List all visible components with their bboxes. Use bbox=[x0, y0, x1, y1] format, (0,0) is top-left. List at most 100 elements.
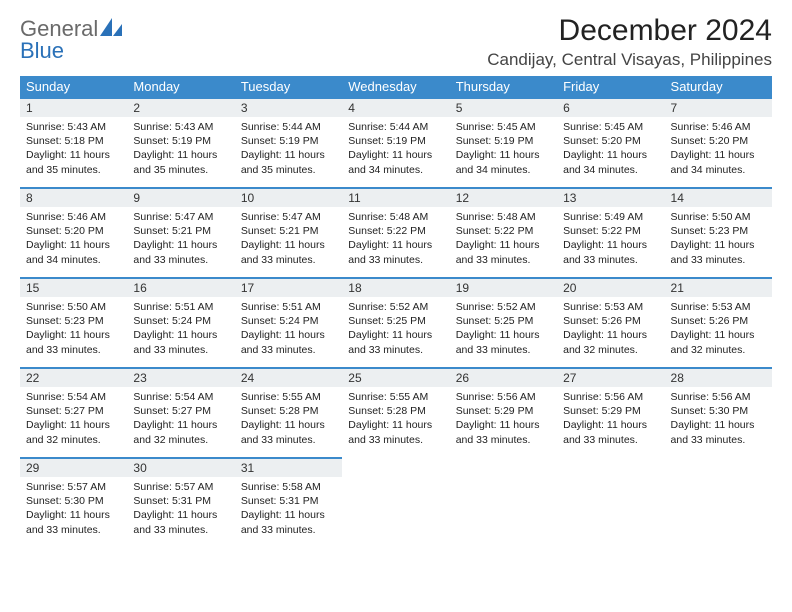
day-number: 27 bbox=[557, 369, 664, 387]
day-details: Sunrise: 5:50 AMSunset: 5:23 PMDaylight:… bbox=[665, 207, 772, 277]
day-number: 2 bbox=[127, 99, 234, 117]
logo-word2: Blue bbox=[20, 38, 64, 63]
day-number: 31 bbox=[235, 459, 342, 477]
week-row: 15Sunrise: 5:50 AMSunset: 5:23 PMDayligh… bbox=[20, 278, 772, 368]
day-details: Sunrise: 5:53 AMSunset: 5:26 PMDaylight:… bbox=[665, 297, 772, 367]
day-number: 6 bbox=[557, 99, 664, 117]
weekday-saturday: Saturday bbox=[665, 76, 772, 98]
page-title: December 2024 bbox=[487, 14, 772, 48]
day-number: 21 bbox=[665, 279, 772, 297]
day-cell: 7Sunrise: 5:46 AMSunset: 5:20 PMDaylight… bbox=[665, 98, 772, 188]
day-details: Sunrise: 5:44 AMSunset: 5:19 PMDaylight:… bbox=[342, 117, 449, 187]
day-number: 3 bbox=[235, 99, 342, 117]
day-cell: 30Sunrise: 5:57 AMSunset: 5:31 PMDayligh… bbox=[127, 458, 234, 547]
day-cell bbox=[665, 458, 772, 547]
day-number: 7 bbox=[665, 99, 772, 117]
header: General Blue December 2024 Candijay, Cen… bbox=[20, 14, 772, 70]
day-cell: 18Sunrise: 5:52 AMSunset: 5:25 PMDayligh… bbox=[342, 278, 449, 368]
day-details: Sunrise: 5:57 AMSunset: 5:31 PMDaylight:… bbox=[127, 477, 234, 547]
weekday-tuesday: Tuesday bbox=[235, 76, 342, 98]
week-row: 1Sunrise: 5:43 AMSunset: 5:18 PMDaylight… bbox=[20, 98, 772, 188]
weekday-monday: Monday bbox=[127, 76, 234, 98]
day-cell: 15Sunrise: 5:50 AMSunset: 5:23 PMDayligh… bbox=[20, 278, 127, 368]
day-cell bbox=[342, 458, 449, 547]
day-details: Sunrise: 5:55 AMSunset: 5:28 PMDaylight:… bbox=[235, 387, 342, 457]
day-cell: 16Sunrise: 5:51 AMSunset: 5:24 PMDayligh… bbox=[127, 278, 234, 368]
day-cell: 17Sunrise: 5:51 AMSunset: 5:24 PMDayligh… bbox=[235, 278, 342, 368]
day-details: Sunrise: 5:53 AMSunset: 5:26 PMDaylight:… bbox=[557, 297, 664, 367]
day-number: 19 bbox=[450, 279, 557, 297]
day-number: 4 bbox=[342, 99, 449, 117]
day-number: 28 bbox=[665, 369, 772, 387]
day-cell: 4Sunrise: 5:44 AMSunset: 5:19 PMDaylight… bbox=[342, 98, 449, 188]
day-number: 15 bbox=[20, 279, 127, 297]
day-cell: 10Sunrise: 5:47 AMSunset: 5:21 PMDayligh… bbox=[235, 188, 342, 278]
day-details: Sunrise: 5:55 AMSunset: 5:28 PMDaylight:… bbox=[342, 387, 449, 457]
day-details: Sunrise: 5:54 AMSunset: 5:27 PMDaylight:… bbox=[127, 387, 234, 457]
logo-text: General Blue bbox=[20, 18, 122, 62]
day-details: Sunrise: 5:49 AMSunset: 5:22 PMDaylight:… bbox=[557, 207, 664, 277]
calendar-body: 1Sunrise: 5:43 AMSunset: 5:18 PMDaylight… bbox=[20, 98, 772, 547]
week-row: 29Sunrise: 5:57 AMSunset: 5:30 PMDayligh… bbox=[20, 458, 772, 547]
day-cell: 23Sunrise: 5:54 AMSunset: 5:27 PMDayligh… bbox=[127, 368, 234, 458]
day-number: 25 bbox=[342, 369, 449, 387]
day-number: 11 bbox=[342, 189, 449, 207]
week-row: 8Sunrise: 5:46 AMSunset: 5:20 PMDaylight… bbox=[20, 188, 772, 278]
sail-icon bbox=[100, 16, 122, 41]
day-details: Sunrise: 5:54 AMSunset: 5:27 PMDaylight:… bbox=[20, 387, 127, 457]
day-number: 13 bbox=[557, 189, 664, 207]
logo: General Blue bbox=[20, 14, 122, 62]
day-cell: 3Sunrise: 5:44 AMSunset: 5:19 PMDaylight… bbox=[235, 98, 342, 188]
day-cell: 25Sunrise: 5:55 AMSunset: 5:28 PMDayligh… bbox=[342, 368, 449, 458]
weekday-sunday: Sunday bbox=[20, 76, 127, 98]
title-block: December 2024 Candijay, Central Visayas,… bbox=[487, 14, 772, 70]
day-cell: 1Sunrise: 5:43 AMSunset: 5:18 PMDaylight… bbox=[20, 98, 127, 188]
day-details: Sunrise: 5:51 AMSunset: 5:24 PMDaylight:… bbox=[235, 297, 342, 367]
day-details: Sunrise: 5:43 AMSunset: 5:19 PMDaylight:… bbox=[127, 117, 234, 187]
day-number: 17 bbox=[235, 279, 342, 297]
day-cell: 9Sunrise: 5:47 AMSunset: 5:21 PMDaylight… bbox=[127, 188, 234, 278]
day-number: 10 bbox=[235, 189, 342, 207]
day-number: 16 bbox=[127, 279, 234, 297]
day-details: Sunrise: 5:47 AMSunset: 5:21 PMDaylight:… bbox=[127, 207, 234, 277]
day-details: Sunrise: 5:52 AMSunset: 5:25 PMDaylight:… bbox=[450, 297, 557, 367]
day-cell: 13Sunrise: 5:49 AMSunset: 5:22 PMDayligh… bbox=[557, 188, 664, 278]
day-details: Sunrise: 5:45 AMSunset: 5:19 PMDaylight:… bbox=[450, 117, 557, 187]
day-number: 12 bbox=[450, 189, 557, 207]
day-cell bbox=[450, 458, 557, 547]
weekday-friday: Friday bbox=[557, 76, 664, 98]
day-cell: 2Sunrise: 5:43 AMSunset: 5:19 PMDaylight… bbox=[127, 98, 234, 188]
day-number: 8 bbox=[20, 189, 127, 207]
day-details: Sunrise: 5:47 AMSunset: 5:21 PMDaylight:… bbox=[235, 207, 342, 277]
day-number: 26 bbox=[450, 369, 557, 387]
week-row: 22Sunrise: 5:54 AMSunset: 5:27 PMDayligh… bbox=[20, 368, 772, 458]
day-details: Sunrise: 5:56 AMSunset: 5:29 PMDaylight:… bbox=[450, 387, 557, 457]
day-details: Sunrise: 5:46 AMSunset: 5:20 PMDaylight:… bbox=[20, 207, 127, 277]
day-details: Sunrise: 5:56 AMSunset: 5:30 PMDaylight:… bbox=[665, 387, 772, 457]
day-details: Sunrise: 5:51 AMSunset: 5:24 PMDaylight:… bbox=[127, 297, 234, 367]
day-number: 29 bbox=[20, 459, 127, 477]
day-details: Sunrise: 5:57 AMSunset: 5:30 PMDaylight:… bbox=[20, 477, 127, 547]
day-cell: 24Sunrise: 5:55 AMSunset: 5:28 PMDayligh… bbox=[235, 368, 342, 458]
day-number: 1 bbox=[20, 99, 127, 117]
day-number: 18 bbox=[342, 279, 449, 297]
day-details: Sunrise: 5:43 AMSunset: 5:18 PMDaylight:… bbox=[20, 117, 127, 187]
day-details: Sunrise: 5:45 AMSunset: 5:20 PMDaylight:… bbox=[557, 117, 664, 187]
weekday-wednesday: Wednesday bbox=[342, 76, 449, 98]
day-details: Sunrise: 5:52 AMSunset: 5:25 PMDaylight:… bbox=[342, 297, 449, 367]
day-cell: 14Sunrise: 5:50 AMSunset: 5:23 PMDayligh… bbox=[665, 188, 772, 278]
day-cell bbox=[557, 458, 664, 547]
day-details: Sunrise: 5:46 AMSunset: 5:20 PMDaylight:… bbox=[665, 117, 772, 187]
day-number: 14 bbox=[665, 189, 772, 207]
weekday-header-row: SundayMondayTuesdayWednesdayThursdayFrid… bbox=[20, 76, 772, 98]
day-number: 22 bbox=[20, 369, 127, 387]
day-number: 23 bbox=[127, 369, 234, 387]
day-cell: 28Sunrise: 5:56 AMSunset: 5:30 PMDayligh… bbox=[665, 368, 772, 458]
day-details: Sunrise: 5:48 AMSunset: 5:22 PMDaylight:… bbox=[450, 207, 557, 277]
day-cell: 19Sunrise: 5:52 AMSunset: 5:25 PMDayligh… bbox=[450, 278, 557, 368]
day-cell: 29Sunrise: 5:57 AMSunset: 5:30 PMDayligh… bbox=[20, 458, 127, 547]
day-cell: 31Sunrise: 5:58 AMSunset: 5:31 PMDayligh… bbox=[235, 458, 342, 547]
location-text: Candijay, Central Visayas, Philippines bbox=[487, 50, 772, 70]
day-cell: 26Sunrise: 5:56 AMSunset: 5:29 PMDayligh… bbox=[450, 368, 557, 458]
day-number: 5 bbox=[450, 99, 557, 117]
